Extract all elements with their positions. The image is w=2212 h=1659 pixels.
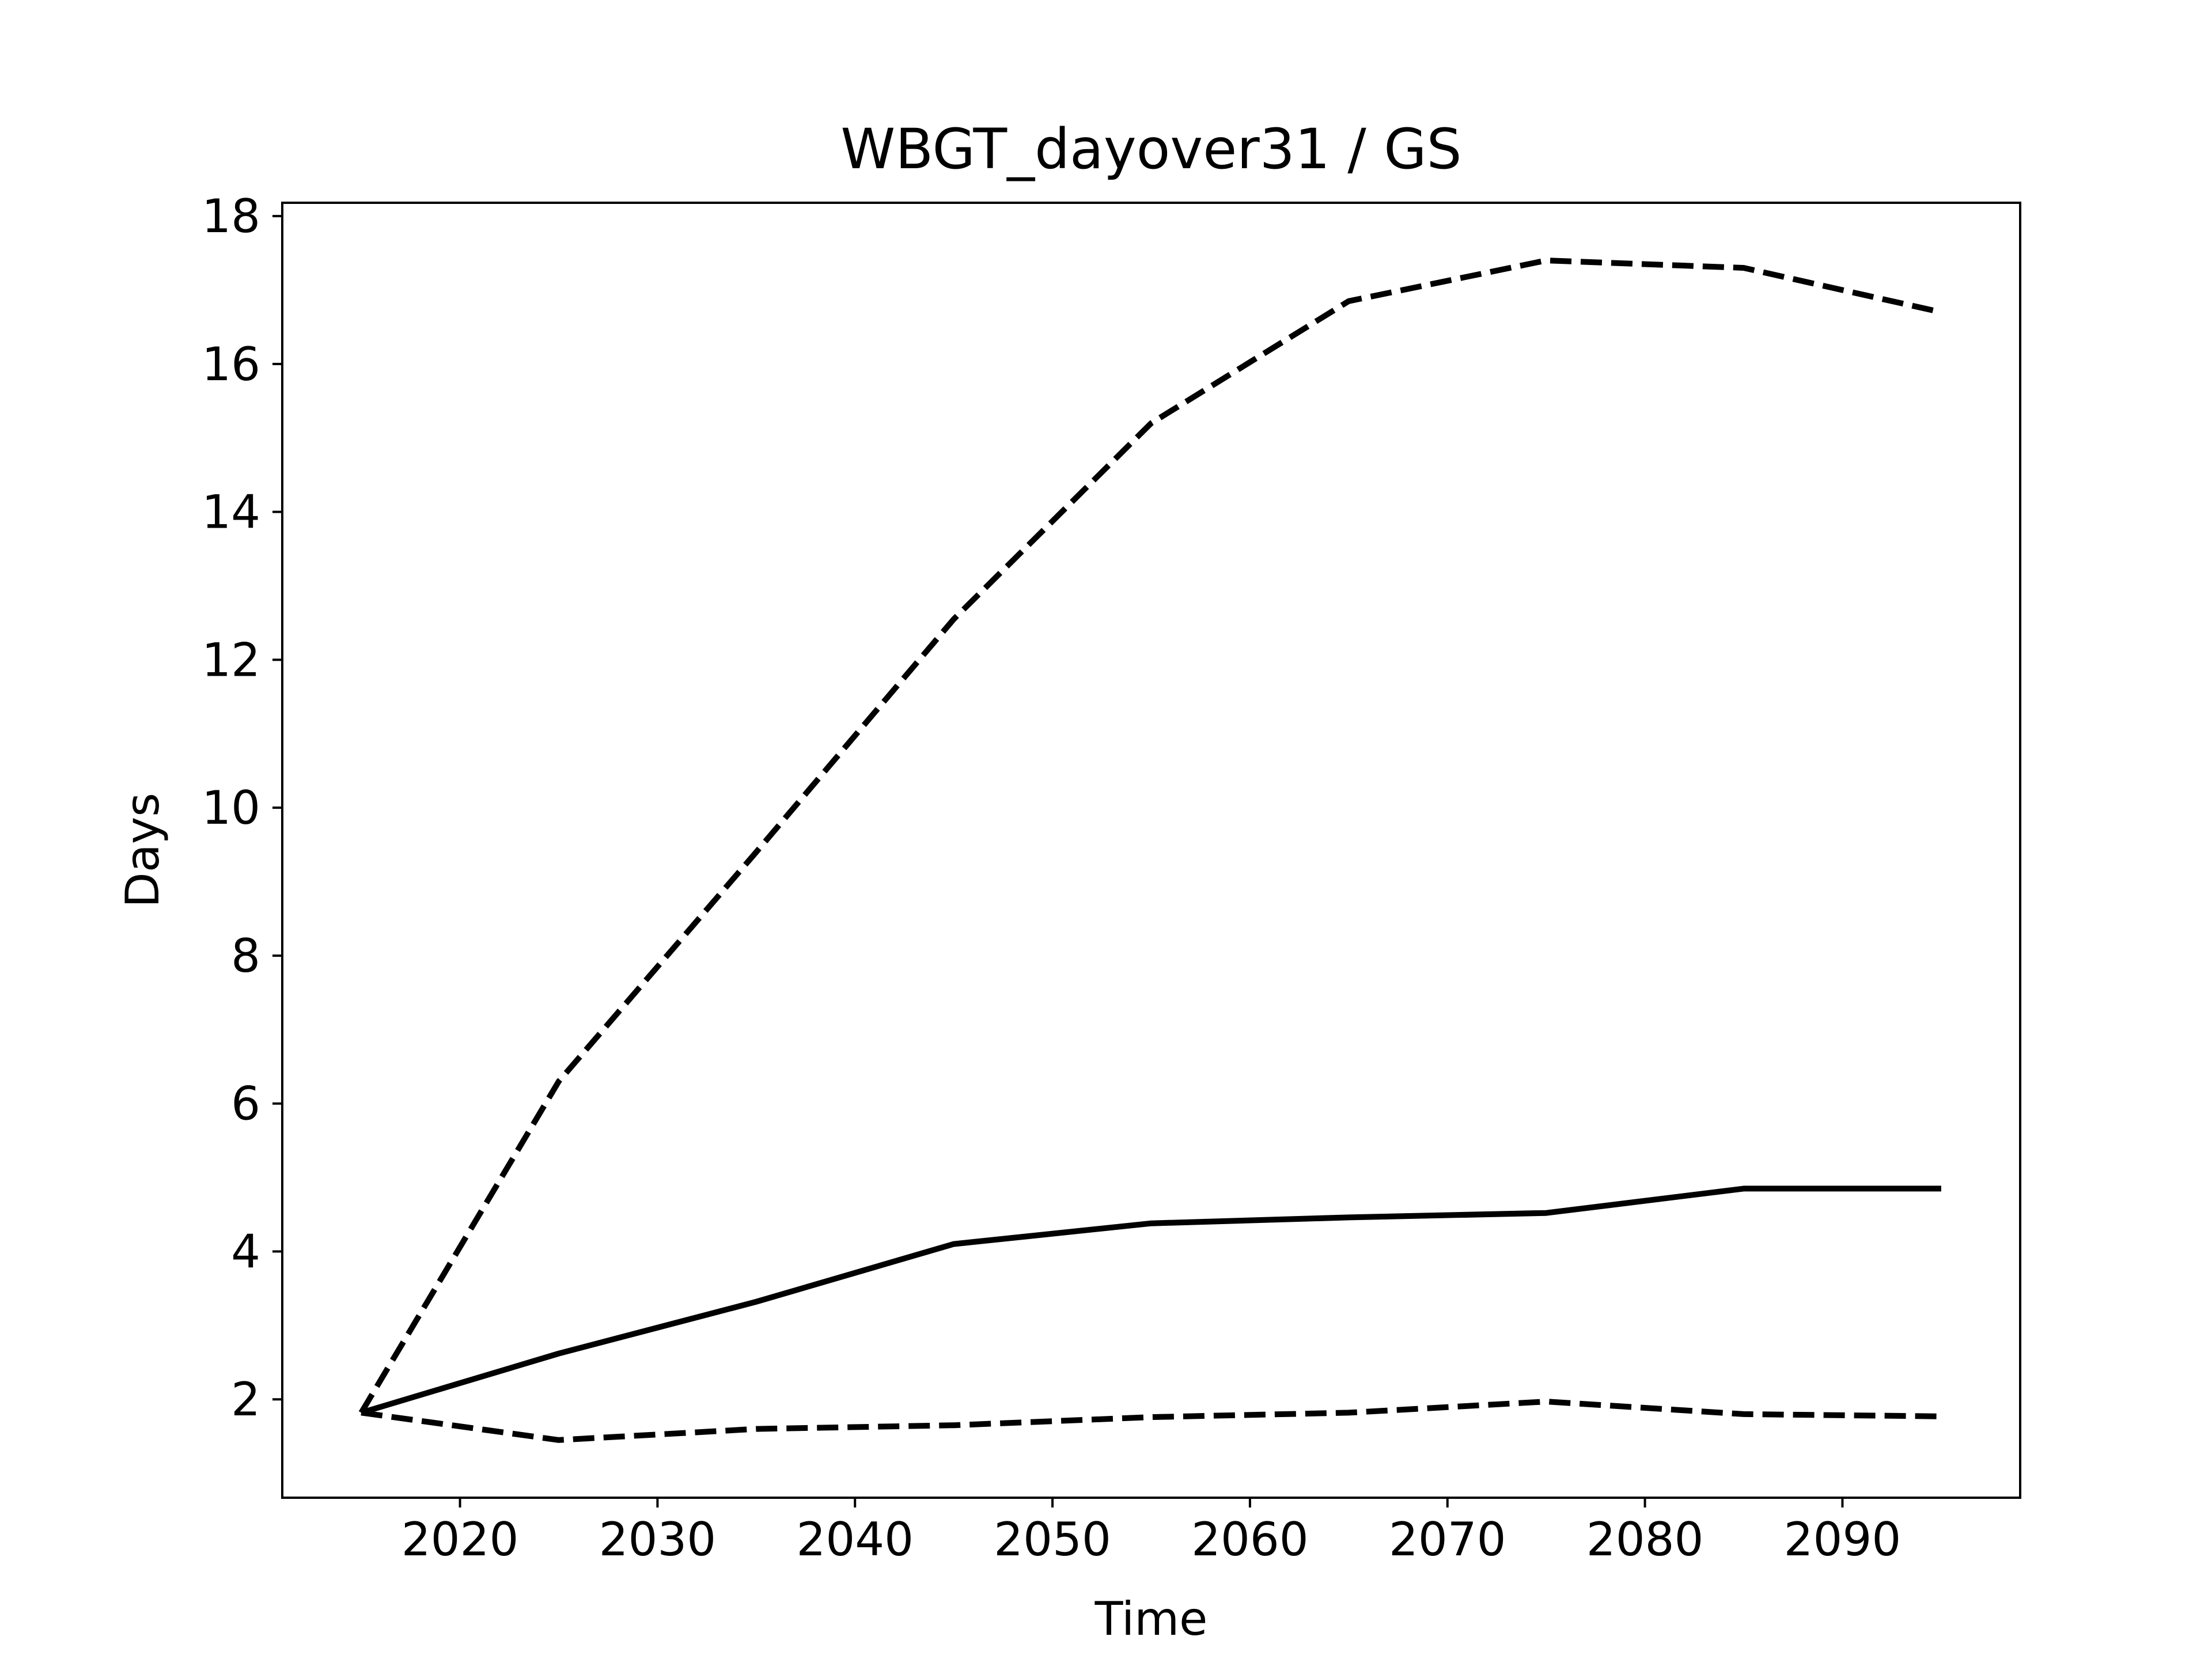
x-axis-label: Time [1094, 1592, 1208, 1646]
series-line-2 [358, 257, 1942, 1414]
y-tick-label: 16 [202, 338, 260, 391]
x-tick-label: 2030 [599, 1513, 717, 1566]
y-tick-label: 12 [202, 633, 260, 687]
y-tick-label: 14 [202, 486, 260, 539]
series-line-1 [360, 1185, 1941, 1416]
x-tick-label: 2020 [402, 1513, 519, 1566]
y-tick-label: 18 [202, 190, 260, 243]
x-tick-label: 2060 [1191, 1513, 1309, 1566]
y-tick-label: 8 [231, 929, 260, 983]
y-tick-label: 6 [231, 1077, 260, 1131]
y-tick-label: 2 [231, 1373, 260, 1426]
axes-frame [281, 202, 2021, 1499]
plot-area: 2020 2030 2040 2050 2060 2070 2080 2090 2 4 6 8 10 12… [202, 190, 2021, 1566]
chart-title: WBGT_dayover31 / GS [840, 117, 1461, 181]
x-tick-label: 2050 [994, 1513, 1111, 1566]
y-tick-label: 4 [231, 1225, 260, 1278]
y-axis-label: Days [116, 793, 169, 908]
y-tick-label: 10 [202, 781, 260, 835]
series-line-3 [361, 1399, 1941, 1443]
x-tick-label: 2070 [1389, 1513, 1506, 1566]
x-tick-label: 2040 [796, 1513, 914, 1566]
x-tick-label: 2090 [1784, 1513, 1902, 1566]
x-tick-label: 2080 [1586, 1513, 1704, 1566]
